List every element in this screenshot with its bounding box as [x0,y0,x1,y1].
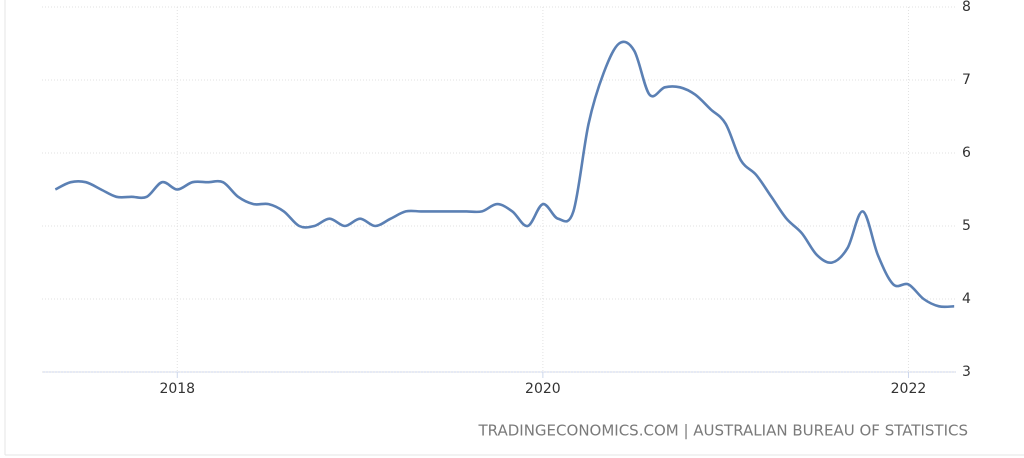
y-tick-label: 7 [962,72,971,88]
y-tick-label: 4 [962,291,971,307]
x-tick-label: 2022 [891,381,927,397]
x-tick-label: 2018 [159,381,195,397]
y-tick-label: 6 [962,145,971,161]
data-line [54,40,955,309]
source: TRADINGECONOMICS.COM | AUSTRALIAN BUREAU… [478,422,969,440]
x-tick-label: 2020 [525,381,561,397]
y-tick-label: 3 [962,364,971,380]
y-tick-label: 8 [962,0,971,15]
y-tick-label: 5 [962,218,971,234]
